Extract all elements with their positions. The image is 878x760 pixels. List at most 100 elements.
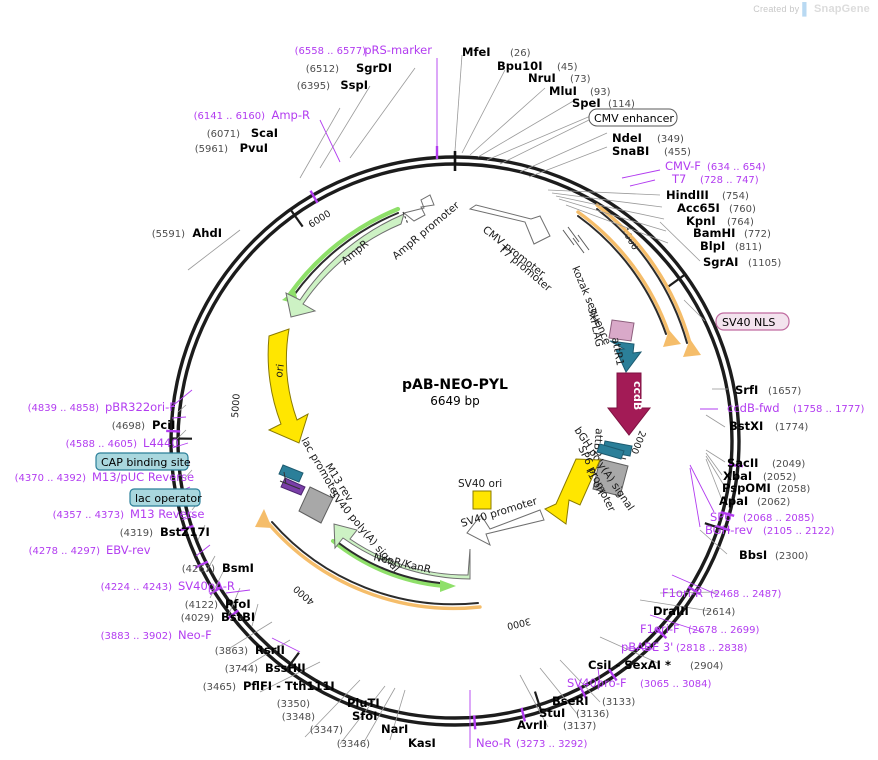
feature-sv40-nls xyxy=(608,319,635,342)
feature-ori: ori xyxy=(267,328,309,444)
enzyme-label: StuI xyxy=(539,706,565,720)
enzyme-pos: (2049) xyxy=(772,459,805,470)
enzyme-label: SfoI xyxy=(352,709,377,723)
label-group-right: NdeI (349) SnaBI (455) CMV-F (634 .. 654… xyxy=(567,131,865,690)
enzyme-label: KpnI xyxy=(686,214,716,228)
primer-pos: (3065 .. 3084) xyxy=(640,679,712,690)
enzyme-label: Acc65I xyxy=(677,201,720,215)
feature-label: SV40 ori xyxy=(458,478,502,490)
enzyme-pos: (4698) xyxy=(112,421,145,432)
enzyme-pos: (5961) xyxy=(195,144,228,155)
enzyme-pos: (3465) xyxy=(203,682,236,693)
enzyme-pos: (3350) xyxy=(277,699,310,710)
enzyme-pos: (5591) xyxy=(152,229,185,240)
enzyme-label: MfeI xyxy=(462,45,491,59)
enzyme-label: SrfI xyxy=(735,383,758,397)
primer-pos: (2468 .. 2487) xyxy=(710,589,782,600)
primer-pos: (4370 .. 4392) xyxy=(15,473,87,484)
primer-pos: (4224 .. 4243) xyxy=(101,582,173,593)
primer-pos: (1758 .. 1777) xyxy=(793,404,865,415)
label-group-topleft: (6558 .. 6577) pRS-marker (6512) SgrDI (… xyxy=(152,43,433,240)
enzyme-label: PciI xyxy=(152,418,175,432)
enzyme-pos: (2300) xyxy=(775,551,808,562)
enzyme-label: SnaBI xyxy=(612,144,649,158)
label-group-bottom: BseRI (3133) StuI (3136) AvrII (3137) Ne… xyxy=(101,561,636,750)
enzyme-label: AvrII xyxy=(517,718,547,732)
enzyme-label: PvuI xyxy=(240,141,268,155)
highlight-arcs xyxy=(255,203,701,611)
primer-label: SP6 xyxy=(710,510,732,524)
feature-label: AmpR promoter xyxy=(390,199,462,262)
enzyme-label: CsiI - SexAI * xyxy=(588,658,671,672)
label-group-top: MfeI (26) Bpu10I (45) NruI (73) MluI (93… xyxy=(462,45,635,110)
enzyme-pos: (760) xyxy=(729,204,756,215)
feature-cmv-promoter: CMV promoter T7 promoter xyxy=(468,204,590,295)
primer-label: SV40pA-R xyxy=(178,579,235,593)
enzyme-label: RsrII xyxy=(255,643,285,657)
feature-label: 3xFLAG xyxy=(585,306,605,348)
primer-pos: (4278 .. 4297) xyxy=(29,546,101,557)
enzyme-pos: (3348) xyxy=(282,712,315,723)
tick-label: 6000 xyxy=(307,208,333,230)
primer-label: T7 xyxy=(671,172,686,186)
enzyme-label: BstXI xyxy=(729,419,763,433)
primer-label: L4440 xyxy=(143,436,179,450)
badge-label: SV40 NLS xyxy=(722,316,775,329)
enzyme-pos: (1774) xyxy=(775,422,808,433)
enzyme-pos: (1105) xyxy=(748,258,781,269)
enzyme-pos: (3863) xyxy=(215,646,248,657)
primer-label: Neo-F xyxy=(178,628,212,642)
enzyme-label: BstZ17I xyxy=(160,525,210,539)
primer-pos: (4839 .. 4858) xyxy=(28,403,100,414)
enzyme-label: BssHII xyxy=(265,661,306,675)
enzyme-label: KasI xyxy=(408,736,436,750)
primer-label: EBV-rev xyxy=(106,543,151,557)
primer-label: SV40pro-F xyxy=(567,676,627,690)
enzyme-label: ApaI xyxy=(719,494,748,508)
enzyme-pos: (3744) xyxy=(225,664,258,675)
feature-sv40-promoter: SV40 promoter xyxy=(459,495,545,547)
feature-label: attR1 xyxy=(609,336,626,366)
primer-label: Neo-R xyxy=(476,736,511,750)
enzyme-label: BbsI xyxy=(739,548,767,562)
primer-label: F1ori-F xyxy=(640,622,680,636)
enzyme-pos: (3137) xyxy=(563,721,596,732)
primer-label: pBABE 3' xyxy=(621,640,673,654)
primer-label: BGH-rev xyxy=(705,523,753,537)
enzyme-label: BsmI xyxy=(222,561,254,575)
primer-label: M13 Reverse xyxy=(130,507,204,521)
watermark-brand: SnapGene xyxy=(813,3,870,15)
feature-ampr: AmpR xyxy=(285,213,405,318)
primer-label: pBR322ori-F xyxy=(105,400,176,414)
enzyme-pos: (4122) xyxy=(185,600,218,611)
badge-sv40-nls: SV40 NLS xyxy=(715,312,790,331)
badge-lac-operator: lac operator xyxy=(129,488,202,507)
enzyme-label: XbaI xyxy=(723,469,752,483)
enzyme-label: NruI xyxy=(528,71,556,85)
enzyme-pos: (6512) xyxy=(306,64,339,75)
enzyme-pos: (772) xyxy=(744,229,771,240)
enzyme-label: PluTI xyxy=(347,696,380,710)
plasmid-title-group: pAB-NEO-PYL 6649 bp xyxy=(402,377,508,408)
page-title: pAB-NEO-PYL xyxy=(402,377,508,393)
tick-label: 5000 xyxy=(230,393,243,418)
primer-label: CMV-F xyxy=(665,159,701,173)
enzyme-pos: (3346) xyxy=(337,739,370,750)
enzyme-pos: (754) xyxy=(722,191,749,202)
feature-sv40-ori: SV40 ori xyxy=(458,478,502,510)
tick-label: 4000 xyxy=(291,583,316,607)
snapgene-watermark: Created by ▌ SnapGene xyxy=(753,2,870,16)
enzyme-label: NdeI xyxy=(612,131,642,145)
enzyme-pos: (93) xyxy=(590,87,611,98)
enzyme-label: BseRI xyxy=(552,694,589,708)
enzyme-label: NarI xyxy=(381,722,408,736)
enzyme-label: AhdI xyxy=(192,226,222,240)
primer-pos: (2678 .. 2699) xyxy=(688,625,760,636)
feature-ccdb: ccdB xyxy=(606,372,652,436)
primer-pos: (3883 .. 3902) xyxy=(101,631,173,642)
badge-label: CAP binding site xyxy=(101,456,191,469)
badge-cmv-enhancer: CMV enhancer xyxy=(588,108,678,127)
enzyme-pos: (1657) xyxy=(768,386,801,397)
leader-lines xyxy=(175,54,728,745)
enzyme-pos: (3136) xyxy=(576,709,609,720)
